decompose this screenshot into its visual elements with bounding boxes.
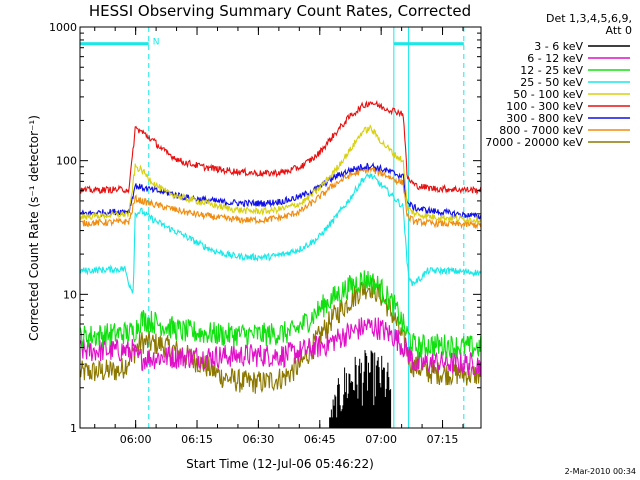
- annotation-flag-bar-1: [393, 42, 464, 46]
- legend-label-5: 100 - 300 keV: [506, 100, 583, 113]
- legend-label-1: 6 - 12 keV: [527, 52, 583, 65]
- series-line-100-300-kev: [79, 99, 482, 196]
- y-tick-label-0: 1: [70, 422, 77, 435]
- series-lines: [79, 99, 482, 428]
- y-axis-ticks: 1 10 100 1000: [49, 21, 481, 435]
- x-tick-label-1: 06:15: [181, 433, 213, 446]
- y-axis-label: Corrected Count Rate (s⁻¹ detector⁻¹): [27, 115, 41, 341]
- footer-date: 2-Mar-2010 00:34: [565, 467, 636, 476]
- legend-label-4: 50 - 100 keV: [513, 88, 583, 101]
- legend-label-8: 7000 - 20000 keV: [485, 136, 583, 149]
- legend-header-1: Att 0: [606, 24, 632, 37]
- series-line-6-12-kev: [79, 317, 482, 376]
- x-tick-label-3: 06:45: [304, 433, 336, 446]
- legend-header-0: Det 1,3,4,5,6,9,: [546, 12, 632, 25]
- series-line-7000-20000-kev: [79, 277, 482, 394]
- annotation-flag-label-0: N: [153, 38, 160, 48]
- x-tick-label-4: 07:00: [365, 433, 397, 446]
- legend-label-0: 3 - 6 keV: [534, 40, 583, 53]
- series-line-300-800-kev: [80, 162, 482, 221]
- legend-label-7: 800 - 7000 keV: [499, 124, 583, 137]
- y-tick-label-3: 1000: [49, 21, 77, 34]
- series-line-3-6-kev: [329, 350, 392, 428]
- x-tick-label-0: 06:00: [120, 433, 152, 446]
- series-line-12-25-kev: [79, 270, 482, 359]
- x-tick-label-5: 07:15: [427, 433, 459, 446]
- series-line-800-7000-kev: [79, 167, 482, 230]
- legend-label-6: 300 - 800 keV: [506, 112, 583, 125]
- legend-label-3: 25 - 50 keV: [520, 76, 583, 89]
- y-tick-label-1: 10: [63, 288, 77, 301]
- legend-label-2: 12 - 25 keV: [520, 64, 583, 77]
- x-axis-ticks: 06:00 06:15 06:30 06:45 07:00 07:15: [94, 27, 464, 446]
- x-axis-label: Start Time (12-Jul-06 05:46:22): [186, 457, 374, 471]
- chart-title: HESSI Observing Summary Count Rates, Cor…: [89, 2, 471, 20]
- series-line-50-100-kev: [79, 124, 482, 225]
- annotation-flag-bar-0: [80, 42, 149, 46]
- plot-frame: [79, 26, 482, 429]
- x-tick-label-2: 06:30: [243, 433, 275, 446]
- series-line-25-50-kev: [79, 172, 482, 295]
- y-tick-label-2: 100: [56, 155, 77, 168]
